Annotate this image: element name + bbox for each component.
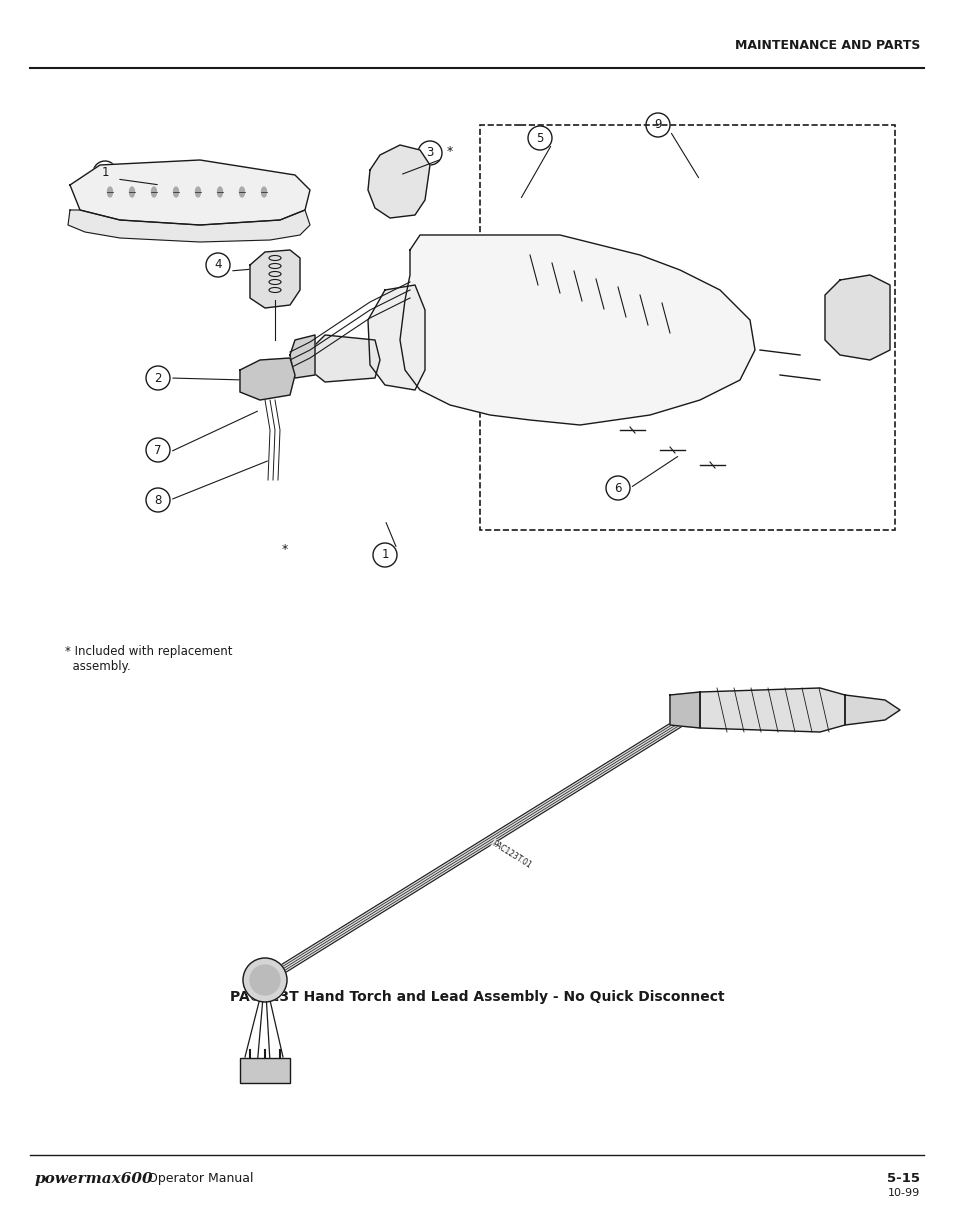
Text: 10-99: 10-99 — [887, 1188, 919, 1198]
Polygon shape — [844, 694, 899, 725]
Text: 5: 5 — [536, 131, 543, 145]
Text: 8: 8 — [154, 493, 161, 507]
Polygon shape — [68, 210, 310, 242]
Text: 5-15: 5-15 — [886, 1172, 919, 1185]
Text: 7: 7 — [154, 443, 162, 456]
Ellipse shape — [152, 187, 156, 198]
Polygon shape — [70, 160, 310, 225]
Text: 4: 4 — [214, 259, 221, 271]
Text: 9: 9 — [654, 119, 661, 131]
Ellipse shape — [239, 187, 244, 198]
Ellipse shape — [217, 187, 222, 198]
Polygon shape — [368, 285, 424, 390]
Text: Operator Manual: Operator Manual — [148, 1172, 253, 1185]
Polygon shape — [250, 250, 299, 308]
Text: 1: 1 — [101, 167, 109, 179]
Polygon shape — [290, 335, 314, 378]
Text: *: * — [281, 544, 288, 557]
Text: 2: 2 — [154, 372, 162, 384]
Ellipse shape — [195, 187, 200, 198]
Text: *: * — [447, 146, 453, 158]
Text: PAC123T.01: PAC123T.01 — [490, 839, 533, 871]
Text: assembly.: assembly. — [65, 660, 131, 672]
Polygon shape — [368, 145, 430, 218]
FancyBboxPatch shape — [240, 1058, 290, 1083]
Polygon shape — [824, 275, 889, 360]
Polygon shape — [669, 692, 700, 728]
Text: PAC123T Hand Torch and Lead Assembly - No Quick Disconnect: PAC123T Hand Torch and Lead Assembly - N… — [230, 990, 723, 1004]
Circle shape — [243, 958, 287, 1002]
Text: 1: 1 — [381, 548, 388, 562]
Polygon shape — [310, 335, 379, 382]
Text: 6: 6 — [614, 481, 621, 494]
Text: powermax600: powermax600 — [35, 1172, 153, 1187]
Text: * Included with replacement: * Included with replacement — [65, 645, 233, 658]
Text: 3: 3 — [426, 146, 434, 160]
Circle shape — [250, 964, 280, 995]
Ellipse shape — [130, 187, 134, 198]
Polygon shape — [399, 236, 754, 425]
Polygon shape — [259, 702, 704, 989]
Ellipse shape — [173, 187, 178, 198]
Ellipse shape — [108, 187, 112, 198]
Polygon shape — [700, 688, 844, 733]
Text: MAINTENANCE AND PARTS: MAINTENANCE AND PARTS — [734, 39, 919, 52]
Polygon shape — [240, 358, 294, 400]
Ellipse shape — [261, 187, 266, 198]
